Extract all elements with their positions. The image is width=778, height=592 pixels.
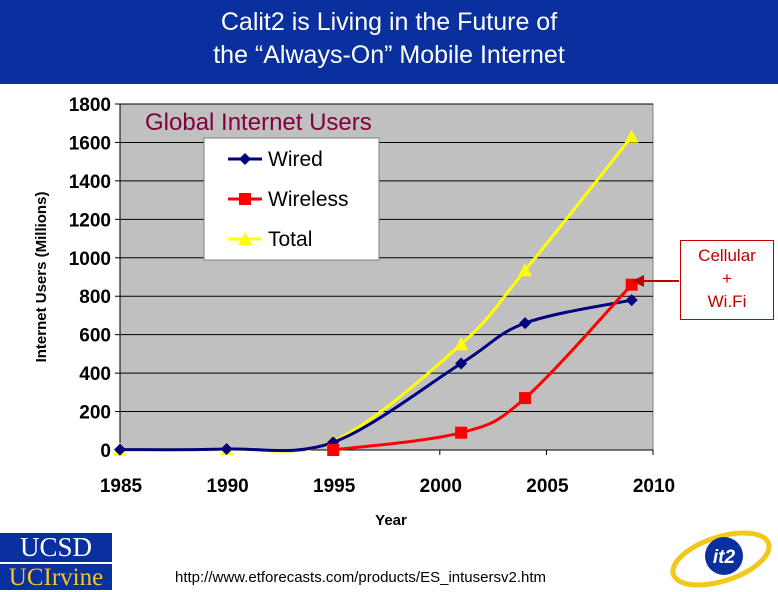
title-line-1: Calit2 is Living in the Future of <box>220 8 558 36</box>
y-tick-label-1600: 1600 <box>69 133 111 154</box>
callout-line-3: Wi.Fi <box>707 292 747 311</box>
cellular-wifi-callout: Cellular + Wi.Fi <box>680 240 774 320</box>
title-line-2: the “Always-On” Mobile Internet <box>213 41 565 69</box>
legend-label-total: Total <box>268 228 312 251</box>
legend-marker-wireless <box>239 193 251 205</box>
x-tick-label-2010: 2010 <box>633 476 675 497</box>
point-wireless-2004 <box>519 392 532 405</box>
series-line-wired <box>119 298 632 453</box>
x-tick-label-1990: 1990 <box>206 476 248 497</box>
point-wireless-2001 <box>455 426 468 439</box>
y-tick-label-200: 200 <box>79 403 111 424</box>
point-wired-1990 <box>220 443 233 456</box>
legend: Wired Wireless Total <box>203 137 380 261</box>
x-tick-label-1995: 1995 <box>313 476 356 497</box>
it2-logo-text: it2 <box>713 547 736 568</box>
ucsd-logo: UCSD <box>0 533 112 562</box>
callout-line-2: + <box>722 269 732 288</box>
legend-label-wireless: Wireless <box>268 188 349 211</box>
y-tick-label-1800: 1800 <box>69 95 111 116</box>
point-wired-2009 <box>625 294 638 307</box>
chart-title: Global Internet Users <box>145 109 372 136</box>
legend-marker-total <box>238 232 252 245</box>
it2-logo: it2 <box>670 530 772 588</box>
callout-line-1: Cellular <box>698 246 756 265</box>
point-total-2001 <box>454 337 469 351</box>
point-wireless-1995 <box>327 444 340 456</box>
y-tick-label-1200: 1200 <box>69 210 111 231</box>
x-tick-label-1985: 1985 <box>100 476 143 497</box>
point-wired-2001 <box>455 357 468 370</box>
point-total-2009 <box>624 129 639 143</box>
y-axis-label: Internet Users (Millions) <box>33 192 50 363</box>
point-total-2004 <box>518 263 533 277</box>
x-tick-label-2005: 2005 <box>526 476 569 497</box>
internet-users-chart: 0 200 400 600 800 1000 1200 1400 1600 1800 1985 19… <box>33 95 679 529</box>
point-wired-2004 <box>519 317 532 330</box>
y-tick-label-1000: 1000 <box>69 249 111 270</box>
point-wired-1985 <box>114 443 126 456</box>
x-tick-label-2000: 2000 <box>420 476 462 497</box>
x-axis-label: Year <box>375 512 407 529</box>
legend-marker-wired <box>239 153 251 165</box>
legend-label-wired: Wired <box>268 148 323 171</box>
callout-arrow-head <box>632 275 644 287</box>
y-tick-label-1400: 1400 <box>69 172 111 193</box>
uc-irvine-logo: UCIrvine <box>0 562 112 591</box>
slide-title: Calit2 is Living in the Future of the “A… <box>0 0 778 84</box>
source-url: http://www.etforecasts.com/products/ES_i… <box>175 569 546 586</box>
y-tick-label-800: 800 <box>79 287 111 308</box>
series-line-wireless <box>332 283 633 452</box>
y-tick-label-0: 0 <box>100 441 111 462</box>
y-tick-label-400: 400 <box>79 364 111 385</box>
y-tick-label-600: 600 <box>79 326 111 347</box>
plot-area <box>119 103 654 451</box>
